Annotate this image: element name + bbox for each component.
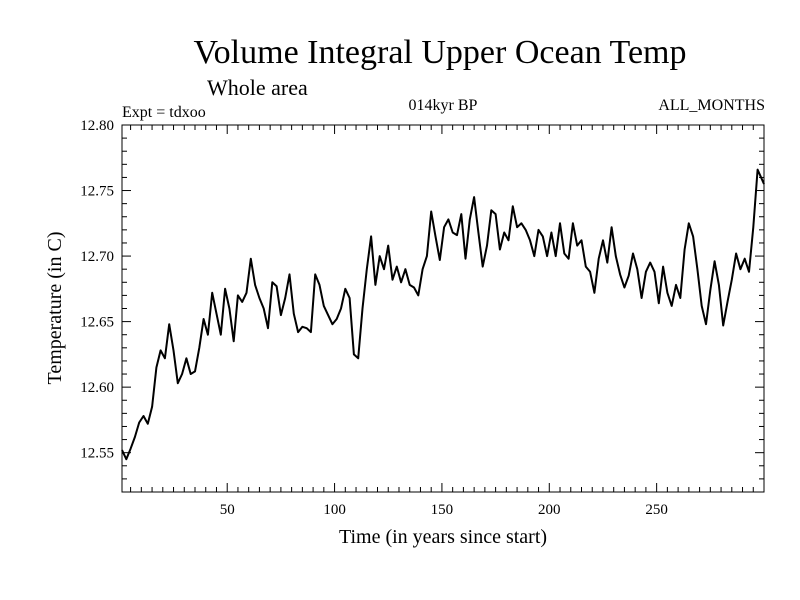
y-tick-label: 12.60 xyxy=(80,380,114,396)
y-tick-label: 12.70 xyxy=(80,249,114,265)
y-tick-label: 12.55 xyxy=(80,446,114,462)
x-tick-label: 50 xyxy=(220,502,235,518)
experiment-label: Expt = tdxoo xyxy=(122,104,206,121)
x-tick-label: 100 xyxy=(323,502,346,518)
months-label: ALL_MONTHS xyxy=(658,97,765,114)
temperature-series-line xyxy=(121,168,765,461)
axis-ticks xyxy=(122,124,764,493)
y-tick-label: 12.65 xyxy=(80,315,114,331)
x-tick-labels: 50 100 150 200 250 xyxy=(220,502,668,518)
chart-subtitle: Whole area xyxy=(207,75,308,100)
chart-title: Volume Integral Upper Ocean Temp xyxy=(194,34,687,71)
x-tick-label: 150 xyxy=(431,502,454,518)
x-axis-label: Time (in years since start) xyxy=(339,526,547,548)
y-tick-label: 12.80 xyxy=(80,118,114,134)
y-tick-label: 12.75 xyxy=(80,184,114,200)
x-tick-label: 250 xyxy=(645,502,668,518)
y-tick-labels: 12.55 12.60 12.65 12.70 12.75 12.80 xyxy=(80,118,114,462)
y-axis-label: Temperature (in C) xyxy=(44,232,66,385)
plot-frame xyxy=(121,124,765,493)
period-label: 014kyr BP xyxy=(409,97,478,114)
x-tick-label: 200 xyxy=(538,502,561,518)
